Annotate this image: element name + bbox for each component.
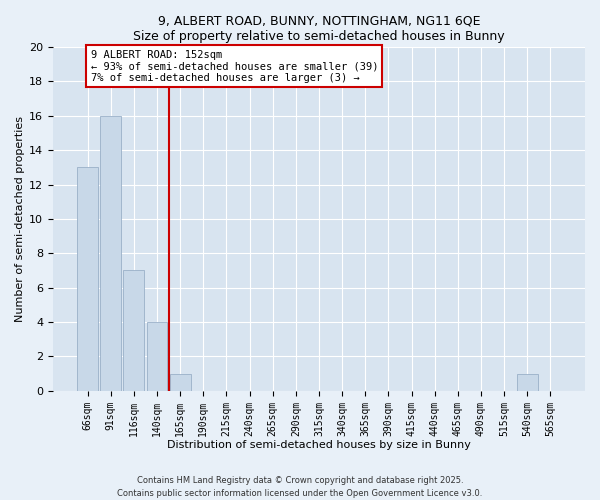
Bar bbox=[517, 374, 538, 391]
Bar bbox=[170, 374, 191, 391]
Bar bbox=[77, 168, 98, 391]
Text: Contains HM Land Registry data © Crown copyright and database right 2025.
Contai: Contains HM Land Registry data © Crown c… bbox=[118, 476, 482, 498]
Title: 9, ALBERT ROAD, BUNNY, NOTTINGHAM, NG11 6QE
Size of property relative to semi-de: 9, ALBERT ROAD, BUNNY, NOTTINGHAM, NG11 … bbox=[133, 15, 505, 43]
Bar bbox=[146, 322, 167, 391]
X-axis label: Distribution of semi-detached houses by size in Bunny: Distribution of semi-detached houses by … bbox=[167, 440, 471, 450]
Text: 9 ALBERT ROAD: 152sqm
← 93% of semi-detached houses are smaller (39)
7% of semi-: 9 ALBERT ROAD: 152sqm ← 93% of semi-deta… bbox=[91, 50, 378, 82]
Bar bbox=[124, 270, 145, 391]
Bar bbox=[100, 116, 121, 391]
Y-axis label: Number of semi-detached properties: Number of semi-detached properties bbox=[15, 116, 25, 322]
